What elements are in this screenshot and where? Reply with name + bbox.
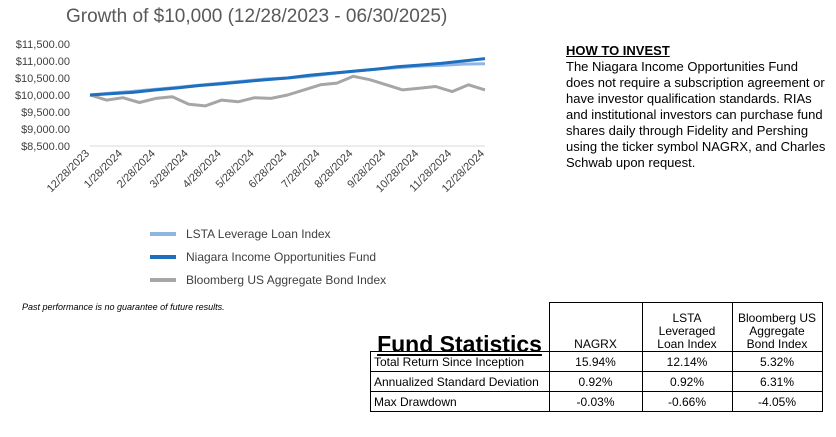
legend-swatch-bloomberg — [150, 277, 176, 282]
y-tick-label: $9,000.00 — [21, 124, 70, 136]
y-tick-label: $9,500.00 — [21, 107, 70, 119]
cell-value: 5.32% — [731, 351, 823, 372]
y-tick-label: $10,000.00 — [15, 90, 70, 102]
table-row: Annualized Standard Deviation 0.92% 0.92… — [370, 371, 823, 392]
table-row: Total Return Since Inception 15.94% 12.1… — [370, 351, 823, 372]
cell-value: -0.03% — [548, 391, 643, 412]
fund-statistics-title: Fund Statistics — [370, 302, 550, 356]
cell-value: 15.94% — [548, 351, 643, 372]
series-line-bloomberg-us-aggregate-bond-index — [89, 74, 486, 108]
table-header-row: Fund Statistics NAGRX LSTA Leveraged Loa… — [370, 302, 823, 356]
column-header-bloomberg: Bloomberg US Aggregate Bond Index — [731, 302, 823, 352]
row-label: Total Return Since Inception — [370, 351, 550, 372]
legend-item-niagara: Niagara Income Opportunities Fund — [150, 245, 386, 268]
row-label: Annualized Standard Deviation — [370, 371, 550, 392]
growth-chart: $11,500.00 $11,000.00 $10,500.00 $10,000.00… — [15, 39, 487, 195]
x-tick-label: 12/28/2023 — [45, 148, 92, 195]
disclaimer-text: Past performance is no guarantee of futu… — [22, 302, 225, 312]
cell-value: 12.14% — [641, 351, 733, 372]
legend-label-lsta: LSTA Leverage Loan Index — [186, 226, 331, 241]
legend-item-lsta: LSTA Leverage Loan Index — [150, 222, 386, 245]
how-to-invest-heading: HOW TO INVEST — [566, 43, 670, 58]
how-to-invest-body: The Niagara Income Opportunities Fund do… — [566, 59, 826, 170]
column-header-lsta: LSTA Leveraged Loan Index — [641, 302, 733, 352]
cell-value: -0.66% — [641, 391, 733, 412]
legend-swatch-lsta — [150, 231, 176, 236]
cell-value: 0.92% — [641, 371, 733, 392]
y-tick-label: $11,000.00 — [16, 56, 70, 68]
fund-statistics-table: Fund Statistics NAGRX LSTA Leveraged Loa… — [370, 302, 823, 412]
column-header-nagrx: NAGRX — [548, 302, 643, 352]
y-tick-label: $8,500.00 — [21, 141, 70, 153]
cell-value: -4.05% — [731, 391, 823, 412]
legend-label-bloomberg: Bloomberg US Aggregate Bond Index — [186, 272, 387, 287]
chart-title: Growth of $10,000 (12/28/2023 - 06/30/20… — [66, 6, 448, 27]
row-label: Max Drawdown — [370, 391, 550, 412]
chart-legend: LSTA Leverage Loan Index Niagara Income … — [150, 222, 386, 291]
legend-swatch-niagara — [150, 254, 176, 259]
how-to-invest-panel: HOW TO INVEST The Niagara Income Opportu… — [566, 43, 828, 171]
series-line-niagara-income-opportunities-fund — [89, 57, 486, 97]
y-tick-label: $11,500.00 — [16, 39, 70, 51]
legend-item-bloomberg: Bloomberg US Aggregate Bond Index — [150, 268, 386, 291]
cell-value: 6.31% — [731, 371, 823, 392]
legend-label-niagara: Niagara Income Opportunities Fund — [186, 249, 377, 264]
y-tick-label: $10,500.00 — [15, 73, 70, 85]
cell-value: 0.92% — [548, 371, 643, 392]
table-row: Max Drawdown -0.03% -0.66% -4.05% — [370, 391, 823, 412]
